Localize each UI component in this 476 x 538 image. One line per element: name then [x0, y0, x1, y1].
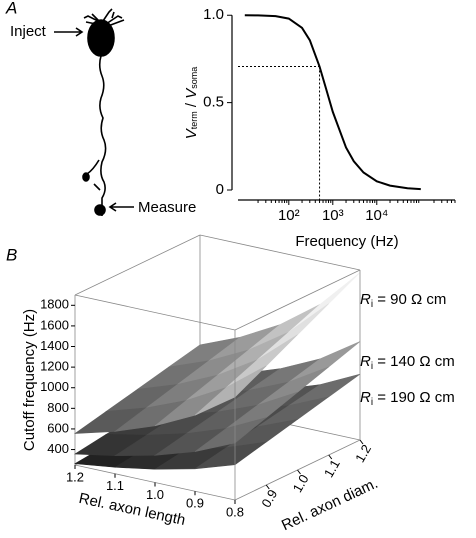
z-tick-label: 1000	[40, 379, 69, 394]
z-tick-label: 600	[47, 420, 69, 435]
label-part: = 190 Ω cm	[373, 389, 455, 406]
surface-cell	[288, 272, 361, 333]
label-part: = 90 Ω cm	[373, 291, 446, 308]
z-tick-label: 400	[47, 441, 69, 456]
x-tick-label: 10³	[322, 207, 344, 224]
label-part: i	[371, 361, 373, 372]
z-tick-label: 1800	[40, 297, 69, 312]
y-tick	[359, 439, 364, 445]
y-axis-label: Vterm / Vsoma	[183, 67, 200, 140]
y-tick	[265, 484, 270, 490]
x-tick-label: 1.2	[66, 469, 84, 484]
surface-cell	[194, 417, 267, 452]
box-edge	[74, 234, 201, 296]
surface-cell	[194, 365, 267, 416]
label-part: R	[360, 353, 371, 370]
y-tick-label: 1.0	[203, 6, 224, 23]
panel-label: A	[5, 0, 17, 17]
x-tick-label: 1.1	[106, 478, 124, 493]
surface-label: Ri = 90 Ω cm	[360, 291, 446, 310]
box-edge	[199, 234, 361, 271]
label-part: R	[360, 389, 371, 406]
label-part: i	[371, 397, 373, 408]
label-part: R	[360, 291, 371, 308]
y-tick-label: 1.1	[321, 457, 343, 480]
box-edge	[234, 269, 361, 331]
y-tick-label: 0	[216, 181, 224, 198]
z-tick-label: 1200	[40, 359, 69, 374]
z-axis-label: Cutoff frequency (Hz)	[21, 309, 38, 451]
y-tick-label: 1.0	[290, 472, 312, 495]
x-axis-label: Rel. axon length	[77, 490, 187, 529]
y-tick-label: 0.9	[258, 487, 280, 510]
y-tick-label: 0.5	[203, 94, 224, 111]
surface-label: Ri = 190 Ω cm	[360, 389, 455, 408]
label-part: = 140 Ω cm	[373, 353, 455, 370]
y-tick-label: 1.2	[352, 442, 374, 465]
measure-label: Measure	[138, 199, 196, 216]
label-part: i	[371, 299, 373, 310]
x-axis-label: Frequency (Hz)	[295, 233, 398, 250]
y-tick	[297, 469, 301, 475]
box-edge	[74, 294, 236, 331]
surface-cell	[288, 341, 361, 383]
inject-label: Inject	[10, 23, 47, 40]
surface	[73, 272, 361, 434]
x-tick-label: 0.9	[186, 496, 204, 511]
z-tick-label: 1600	[40, 317, 69, 332]
x-tick-label: 1.0	[146, 487, 164, 502]
surface-cell	[194, 441, 267, 470]
surface-label: Ri = 140 Ω cm	[360, 353, 455, 372]
panel-label: B	[6, 245, 17, 264]
line-series	[244, 14, 421, 191]
z-tick-label: 800	[47, 400, 69, 415]
x-tick-label: 10⁴	[365, 207, 388, 224]
z-tick-label: 1400	[40, 338, 69, 353]
y-tick	[328, 454, 333, 460]
neuron-drawing	[54, 8, 134, 216]
x-tick-label: 0.8	[226, 504, 244, 519]
x-tick-label: 10²	[278, 207, 300, 224]
